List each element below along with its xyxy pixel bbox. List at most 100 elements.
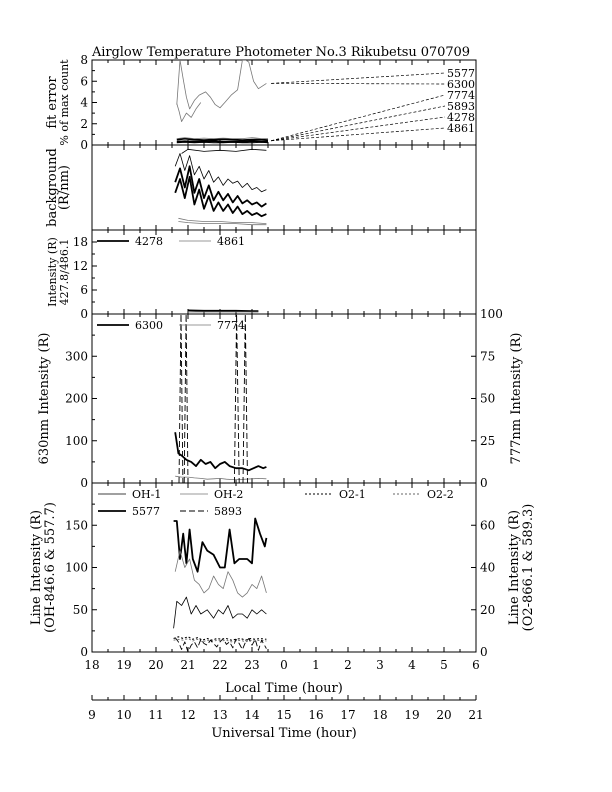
local-time-tick-label: 22 <box>212 658 227 672</box>
legend-leader <box>271 72 446 84</box>
legend-label: 5577 <box>132 505 160 518</box>
series-line-4861 <box>176 137 268 140</box>
y-tick-label: 50 <box>73 603 88 617</box>
series-line-4278 <box>187 309 259 313</box>
y-tick-label: 18 <box>73 235 88 249</box>
legend-label: 5577 <box>447 67 475 80</box>
local-time-tick-label: 0 <box>280 658 288 672</box>
y-tick-label: 12 <box>73 259 88 273</box>
y-right-tick-label: 40 <box>480 561 495 575</box>
ut-axis-label: Universal Time (hour) <box>211 726 356 741</box>
legend-leader <box>271 127 446 142</box>
legend-label: 7774 <box>447 89 475 102</box>
legend-leader <box>271 83 446 85</box>
local-time-tick-label: 5 <box>440 658 448 672</box>
y-tick-label: 0 <box>80 307 88 321</box>
panel-frame <box>91 313 477 484</box>
series-group <box>174 148 267 226</box>
y-tick-label: 0 <box>80 138 88 152</box>
series-line-spike4 <box>242 314 248 483</box>
series-line-5893 <box>176 141 269 144</box>
y-tick-label: 200 <box>65 392 88 406</box>
legend-label: 6300 <box>447 78 475 91</box>
series-group <box>173 517 268 652</box>
series-line-7774 <box>176 102 202 122</box>
local-time-tick-label: 3 <box>376 658 384 672</box>
panel-frame <box>91 144 477 231</box>
legend-label: O2-2 <box>427 488 454 501</box>
y-left-axis-label: 630nm Intensity (R) <box>37 333 52 465</box>
series-line-bg2 <box>174 165 267 208</box>
legend-leader <box>271 94 446 142</box>
y-tick-label: 0 <box>80 645 88 659</box>
local-time-tick-label: 6 <box>472 658 480 672</box>
legend-label: 7774 <box>217 319 245 332</box>
y-right-tick-label: 50 <box>480 392 495 406</box>
panel-intensity_427_486: 0 6 12 18 Intensity (R) 427.8/486.1 4278 4861 <box>46 229 477 321</box>
ut-tick-label: 17 <box>340 708 355 722</box>
y-tick-label: 6 <box>80 283 88 297</box>
series-line-bg5 <box>178 221 267 226</box>
ut-tick-label: 18 <box>372 708 387 722</box>
series-group <box>187 309 259 313</box>
local-time-tick-label: 21 <box>180 658 195 672</box>
y-tick-label: 2 <box>80 117 88 131</box>
y-tick-label: 0 <box>80 476 88 490</box>
local-time-tick-label: 19 <box>116 658 131 672</box>
series-line-spike1 <box>178 314 184 483</box>
local-time-axis-label: Local Time (hour) <box>225 681 343 696</box>
series-line-7774 <box>175 475 267 481</box>
panel-frame <box>91 59 477 146</box>
y-tick-label: 100 <box>65 434 88 448</box>
local-time-tick-label: 1 <box>312 658 320 672</box>
y-axis-label: 427.8/486.1 <box>58 239 71 306</box>
legend-label: OH-1 <box>132 488 161 501</box>
y-right-axis-label: 777nm Intensity (R) <box>509 333 524 465</box>
local-time-tick-label: 4 <box>408 658 416 672</box>
local-time-tick-label: 20 <box>148 658 163 672</box>
local-time-tick-label: 2 <box>344 658 352 672</box>
local-time-tick-label: 23 <box>244 658 259 672</box>
series-line-spike2 <box>183 314 189 483</box>
y-right-tick-label: 20 <box>480 603 495 617</box>
ut-tick-label: 21 <box>468 708 483 722</box>
ut-tick-label: 12 <box>180 708 195 722</box>
series-line-5893 <box>174 637 267 652</box>
ut-tick-label: 19 <box>404 708 419 722</box>
legend-leader <box>271 105 446 142</box>
ut-tick-label: 15 <box>276 708 291 722</box>
legend-label: OH-2 <box>214 488 243 501</box>
y-axis-label: (R/nm) <box>57 165 72 210</box>
y-left-axis-label: Line Intensity (R) <box>29 510 44 625</box>
ut-tick-label: 11 <box>148 708 163 722</box>
legend-label: O2-1 <box>339 488 366 501</box>
ut-tick-label: 20 <box>436 708 451 722</box>
y-right-tick-label: 75 <box>480 349 495 363</box>
ut-tick-label: 14 <box>244 708 260 722</box>
series-line-bg3 <box>174 175 267 218</box>
series-group <box>176 60 269 144</box>
ut-tick-label: 16 <box>308 708 323 722</box>
series-line-bg1 <box>174 153 267 193</box>
y-right-tick-label: 0 <box>480 476 488 490</box>
legend-leader <box>271 116 446 142</box>
y-tick-label: 6 <box>80 74 88 88</box>
series-line-4278 <box>176 137 269 142</box>
legend-label: 4861 <box>447 122 475 135</box>
series-line-6300 <box>174 432 267 472</box>
series-group <box>174 314 267 483</box>
chart-title: Airglow Temperature Photometer No.3 Riku… <box>91 45 470 60</box>
series-line-O2-1 <box>173 636 267 641</box>
legend-label: 4861 <box>217 235 245 248</box>
y-right-tick-label: 25 <box>480 434 495 448</box>
y-axis-label: % of max count <box>58 59 71 146</box>
series-line-OH-1 <box>173 596 267 629</box>
y-right-tick-label: 0 <box>480 645 488 659</box>
y-axis-label: fit error <box>45 76 60 129</box>
legend-label: 5893 <box>447 100 475 113</box>
y-axis-label: background <box>45 148 60 227</box>
